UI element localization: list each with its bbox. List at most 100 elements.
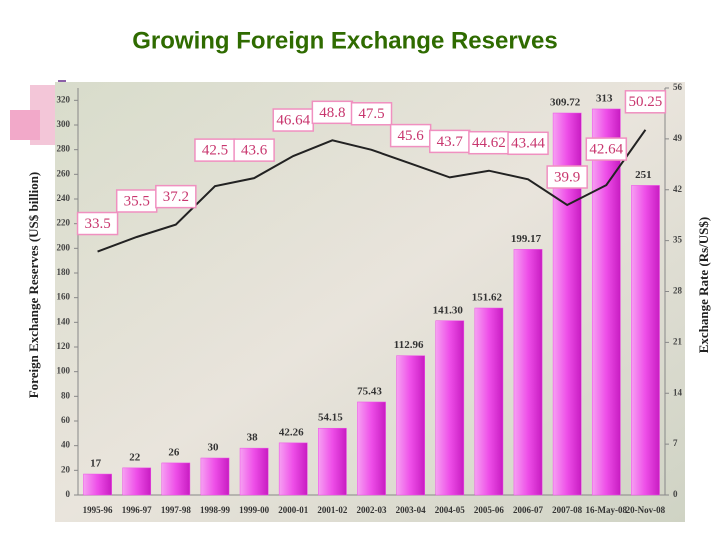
bar [122,467,152,496]
y-tick-label: 0 [66,489,71,499]
y2-tick-label: 7 [673,438,678,448]
bar [474,307,504,496]
y-tick-label: 120 [57,341,71,351]
line-value-label: 33.5 [84,216,110,232]
y-tick-label: 260 [57,168,71,178]
y2-tick-label: 35 [673,235,683,245]
x-tick-label: 1998-99 [199,505,230,515]
bar-value-label: 199.17 [511,233,542,245]
label-box [155,184,197,209]
x-tick-label: 2005-06 [473,505,504,515]
line-value-label: 44.62 [472,135,506,151]
bar-value-label: 75.43 [357,386,382,398]
label-box [546,165,588,189]
label-box [76,211,119,236]
bar-value-label: 251 [635,169,652,181]
bar-value-label: 17 [90,458,102,470]
y-tick-label: 200 [57,242,71,252]
y2-tick-label: 56 [673,82,683,92]
x-tick-label: 2000-01 [278,505,309,515]
label-box [233,138,275,162]
line-value-label: 37.2 [163,189,189,205]
bar [396,355,425,496]
y-tick-label: 220 [57,218,71,228]
label-box [624,90,667,114]
y-tick-label: 280 [57,144,71,154]
line-value-label: 46.64 [276,112,310,128]
y2-tick-label: 21 [673,336,683,346]
decor [10,110,40,140]
label-box [507,131,549,156]
y-tick-label: 140 [57,316,71,326]
bar-value-label: 151.62 [472,292,503,304]
bar-value-label: 22 [129,451,141,463]
y-tick-label: 240 [57,193,71,203]
y2-tick-label: 28 [673,286,683,296]
x-tick-label: 2003-04 [395,505,426,515]
bar-value-label: 309.72 [550,97,581,109]
y2-axis-title: Exchange Rate (Rs/US$) [696,217,711,354]
y2-tick-label: 49 [673,133,683,143]
y2-tick-label: 42 [673,184,683,194]
x-tick-label: 2004-05 [434,505,465,515]
x-tick-label: 1995-96 [82,505,113,515]
x-tick-label: 2002-03 [356,505,387,515]
label-box [585,137,628,161]
line-value-label: 42.64 [589,142,623,158]
line-value-label: 43.44 [511,136,545,152]
y-tick-label: 100 [57,366,71,376]
bar [513,249,543,496]
y-tick-label: 320 [57,94,71,104]
bar-value-label: 54.15 [318,412,343,424]
bar [239,447,269,496]
x-tick-label: 1997-98 [160,505,191,515]
bar [161,462,191,496]
y-tick-label: 40 [61,440,71,450]
x-tick-label: 20-Nov-08 [625,505,666,515]
x-tick-label: 2007-08 [552,505,583,515]
line-value-label: 43.7 [437,134,464,150]
bar [200,457,230,496]
bar [357,401,386,496]
line-value-label: 48.8 [319,105,345,121]
bar-value-label: 42.26 [279,426,304,438]
x-tick-label: 1999-00 [239,505,270,515]
bar-value-label: 26 [168,446,180,458]
line-value-label: 35.5 [124,193,150,209]
bar-value-label: 313 [596,92,613,104]
y-tick-label: 160 [57,292,71,302]
bar [278,442,308,496]
x-tick-label: 1996-97 [121,505,152,515]
y-tick-label: 60 [61,415,71,425]
x-tick-label: 2006-07 [513,505,544,515]
y2-tick-label: 0 [673,489,678,499]
chart-title: Growing Foreign Exchange Reserves [132,27,557,54]
y-tick-label: 300 [57,119,71,129]
line-value-label: 42.5 [202,143,228,159]
y-tick-label: 20 [61,464,71,474]
bar-value-label: 30 [207,442,219,454]
bar [83,473,112,496]
line-value-label: 43.6 [241,143,268,159]
line-value-label: 39.9 [554,169,580,185]
bar-value-label: 141.30 [433,304,464,316]
bar [631,185,660,496]
line-value-label: 47.5 [358,106,384,122]
x-tick-label: 2001-02 [317,505,348,515]
y-tick-label: 80 [61,390,71,400]
bar [318,427,347,496]
y2-tick-label: 14 [673,387,683,397]
bar [591,108,621,496]
bar-value-label: 38 [247,432,259,444]
label-box [350,102,393,126]
bar-value-label: 112.96 [394,339,424,351]
bar [435,320,465,496]
y-tick-label: 180 [57,267,71,277]
y-axis-title: Foreign Exchange Reserves (US$ billion) [26,172,41,399]
line [97,129,647,253]
line-value-label: 50.25 [629,94,663,110]
line-value-label: 45.6 [398,128,425,144]
x-tick-label: 16-May-08 [585,505,628,515]
